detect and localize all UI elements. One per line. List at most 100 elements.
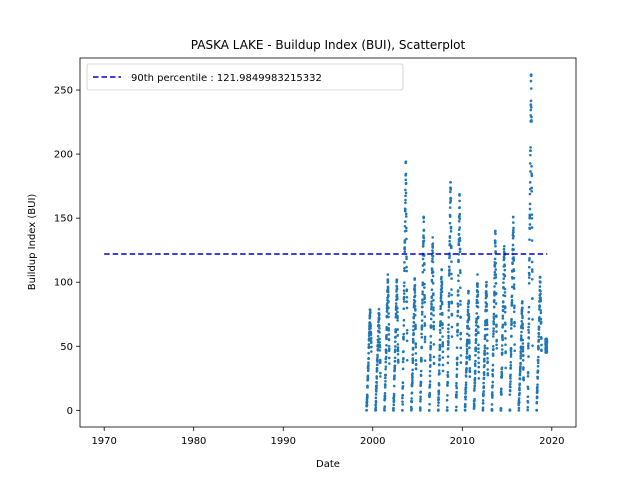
data-point [429,307,433,311]
data-point [545,338,549,341]
data-point [517,397,521,400]
data-point [456,334,459,337]
data-point [493,299,496,302]
data-point [540,349,543,353]
data-point [474,364,477,368]
data-point [519,345,523,349]
data-point [527,355,530,358]
data-point [493,290,496,294]
data-point [369,311,372,314]
data-point [545,346,549,349]
data-point [401,409,404,412]
data-point [449,197,453,200]
data-point [404,212,408,216]
data-point [441,356,445,359]
data-point [385,336,388,340]
data-point [528,238,531,241]
data-point [477,343,480,347]
data-point [540,343,543,347]
data-point [447,334,450,338]
data-point [404,208,407,211]
data-point [467,334,471,337]
data-point [377,320,380,324]
data-point [446,355,450,358]
data-point [540,337,543,340]
data-point [392,396,396,399]
data-point [458,199,461,203]
data-point [387,328,391,332]
y-tick-label: 0 [67,406,73,417]
data-point [431,249,434,252]
data-point [374,408,378,412]
data-point [537,346,540,350]
data-point [464,383,468,387]
data-point [428,385,432,388]
data-point [384,367,387,371]
data-point [440,277,443,281]
data-point [402,336,405,339]
data-point [441,323,444,326]
data-point [405,306,409,310]
data-point [537,328,541,331]
data-point [429,364,432,367]
data-point [366,369,370,373]
data-point [430,312,433,316]
data-point [411,368,414,372]
data-point [374,406,378,409]
data-point [467,338,471,342]
data-point [530,186,533,190]
data-point [522,376,525,380]
data-point [503,264,507,268]
data-point [467,312,471,316]
data-point [405,358,409,362]
data-point [537,332,541,336]
data-point [431,242,435,245]
data-point [393,364,397,367]
data-point [538,275,542,279]
data-point [455,381,458,385]
data-point [536,361,540,365]
data-point [485,292,488,296]
data-point [429,317,433,321]
data-point [485,294,489,298]
data-point [513,349,516,353]
data-point [458,247,462,251]
data-point [503,291,507,294]
data-point [448,221,452,225]
data-point [468,358,471,361]
data-point [512,269,516,273]
data-point [527,317,531,320]
data-point [423,293,426,297]
data-point [531,270,534,273]
chart-title: PASKA LAKE - Buildup Index (BUI), Scatte… [191,38,466,52]
data-point [529,79,533,83]
data-point [421,292,424,296]
data-point [376,353,379,357]
data-point [527,342,530,345]
data-point [420,346,424,350]
data-point [378,360,382,363]
data-point [468,346,471,350]
data-point [395,297,399,301]
data-point [517,406,521,410]
data-point [432,298,435,302]
data-point [476,290,480,293]
data-point [531,344,534,347]
data-point [465,332,469,336]
data-point [423,335,427,339]
data-point [367,361,370,365]
data-point [405,300,409,304]
data-point [513,304,516,308]
data-point [512,228,515,232]
data-point [475,328,478,331]
data-point [486,347,489,350]
data-point [367,363,370,367]
data-point [440,286,444,290]
data-point [419,390,423,394]
data-point [366,386,369,389]
data-point [431,282,435,285]
data-point [520,320,523,323]
data-point [419,397,422,401]
data-point [476,301,480,304]
data-point [465,341,469,345]
